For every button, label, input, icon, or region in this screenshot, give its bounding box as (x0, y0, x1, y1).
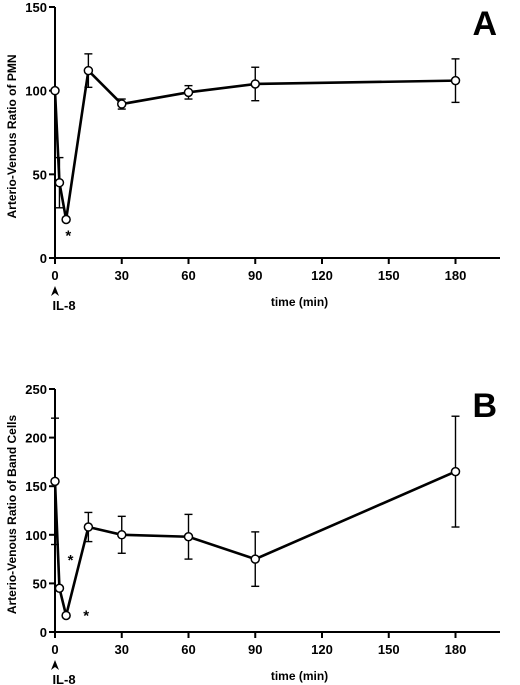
panel-a-chart: 0 50 100 150 0 30 60 90 120 150 180 IL-8 time (min) A… (5, 0, 500, 313)
data-point (183, 531, 194, 542)
x-tick-label: 120 (311, 642, 333, 657)
data-point (117, 99, 127, 109)
y-tick-label: 100 (25, 84, 47, 99)
y-tick-label: 250 (25, 382, 47, 397)
data-point (183, 87, 194, 98)
data-point (61, 610, 71, 621)
x-tick-label: 60 (181, 268, 195, 283)
x-tick-label: 150 (378, 268, 400, 283)
stimulus-label: IL-8 (52, 298, 75, 313)
data-point (54, 583, 65, 594)
x-tick-label: 60 (181, 642, 195, 657)
stimulus-arrow (51, 286, 59, 296)
data-point (50, 85, 60, 96)
data-point (83, 65, 94, 76)
panel-label: B (472, 387, 497, 425)
stimulus-label: IL-8 (52, 672, 75, 685)
panel-b-chart: 0 50 100 150 200 250 0 30 60 90 120 150 180 IL-8 time … (5, 382, 500, 685)
x-tick-label: 0 (51, 268, 58, 283)
x-tick-label: 120 (311, 268, 333, 283)
y-tick-label: 50 (33, 576, 47, 591)
significance-marker: * (65, 228, 71, 245)
significance-marker: * (83, 608, 89, 625)
data-point (54, 177, 65, 188)
x-axis-title: time (min) (271, 295, 328, 309)
y-tick-label: 200 (25, 431, 47, 446)
x-tick-label: 180 (445, 268, 467, 283)
x-tick-label: 30 (115, 642, 129, 657)
data-point (50, 476, 60, 487)
significance-marker: * (68, 552, 74, 569)
data-point (83, 522, 94, 532)
x-tick-label: 180 (445, 642, 467, 657)
data-point (250, 79, 260, 89)
x-tick-label: 90 (248, 268, 262, 283)
y-axis-title: Arterio-Venous Ratio of Band Cells (5, 414, 19, 614)
y-tick-label: 0 (40, 625, 47, 640)
series-line (53, 67, 456, 220)
y-tick-label: 100 (25, 528, 47, 543)
data-point (250, 554, 260, 564)
y-tick-label: 0 (40, 251, 47, 266)
y-axis-title: Arterio-Venous Ratio of PMN (5, 54, 19, 218)
x-tick-label: 150 (378, 642, 400, 657)
data-point (450, 75, 461, 86)
x-tick-label: 90 (248, 642, 262, 657)
panel-label: A (472, 5, 497, 43)
stimulus-arrow (51, 660, 59, 670)
data-point (61, 214, 71, 225)
data-point (450, 466, 461, 477)
x-tick-label: 30 (115, 268, 129, 283)
data-point (117, 530, 127, 540)
x-tick-label: 0 (51, 642, 58, 657)
y-tick-label: 150 (25, 0, 47, 15)
y-tick-label: 150 (25, 479, 47, 494)
y-tick-label: 50 (33, 167, 47, 182)
x-axis-title: time (min) (271, 669, 328, 683)
